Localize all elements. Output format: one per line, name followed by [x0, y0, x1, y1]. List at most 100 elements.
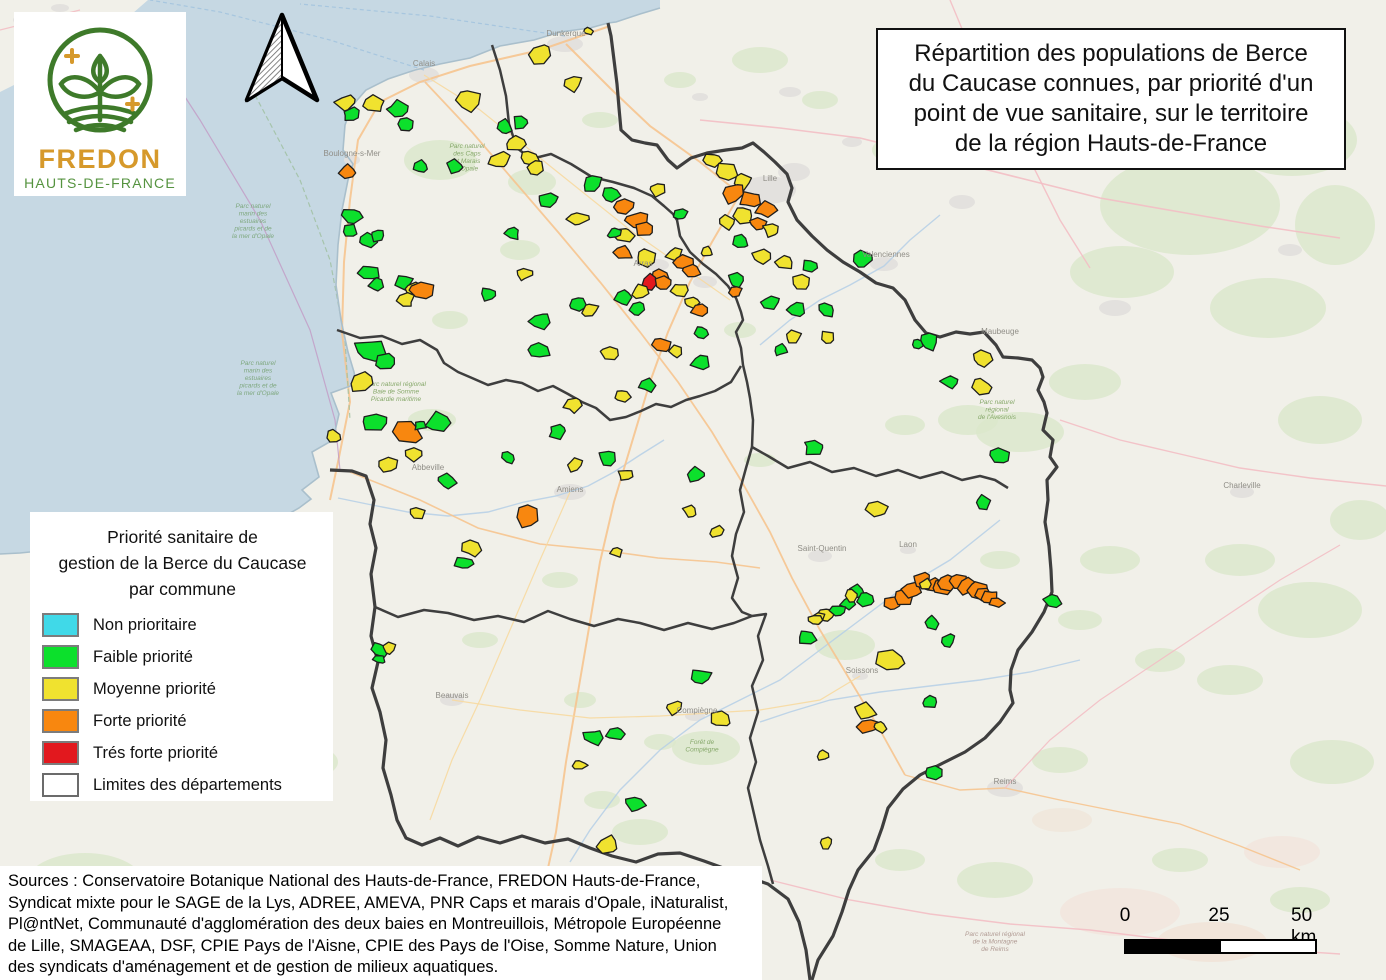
commune-polygon — [612, 244, 633, 259]
commune-polygon — [739, 191, 762, 208]
commune-polygon — [437, 472, 458, 490]
commune-polygon — [773, 254, 793, 270]
legend-title-line: Priorité sanitaire de — [107, 527, 258, 547]
commune-polygon — [785, 301, 806, 318]
commune-polygon — [785, 329, 803, 344]
commune-polygon — [394, 275, 414, 291]
communes-layer — [326, 26, 1063, 855]
logo-circle — [47, 27, 153, 133]
legend-title-line: gestion de la Berce du Caucase — [58, 553, 307, 573]
department-boundary — [751, 445, 1009, 490]
commune-polygon — [356, 265, 380, 280]
commune-polygon — [925, 765, 943, 781]
commune-polygon — [722, 184, 744, 205]
legend-swatch — [42, 613, 79, 637]
legend-label: Non prioritaire — [93, 615, 197, 634]
commune-polygon — [628, 301, 646, 316]
commune-polygon — [563, 75, 583, 94]
commune-polygon — [609, 546, 623, 558]
commune-polygon — [566, 457, 584, 473]
legend-title-line: par commune — [129, 579, 236, 599]
commune-polygon — [599, 346, 619, 361]
legend-swatch — [42, 645, 79, 669]
commune-polygon — [614, 390, 632, 403]
city-label: Boulogne-s-Mer — [324, 149, 381, 158]
scalebar-bar-fill — [1126, 941, 1221, 952]
commune-polygon — [709, 524, 725, 538]
city-label: Charleville — [1223, 481, 1261, 490]
commune-polygon — [404, 447, 423, 463]
legend-item: Moyenne priorité — [42, 673, 323, 705]
legend-label: Forte priorité — [93, 711, 187, 730]
commune-polygon — [397, 117, 414, 132]
commune-polygon — [911, 338, 924, 350]
commune-polygon — [595, 834, 618, 855]
commune-polygon — [326, 428, 342, 443]
city-labels-layer: Calais Dunkerque Lille Arras Amiens Saint-Que… — [324, 29, 1262, 786]
commune-polygon — [342, 223, 358, 237]
commune-polygon — [637, 248, 657, 268]
city-label: Amiens — [557, 485, 584, 494]
legend-title: Priorité sanitaire de gestion de la Berc… — [42, 524, 323, 602]
commune-polygon — [988, 597, 1007, 608]
commune-polygon — [727, 286, 743, 298]
commune-polygon — [527, 44, 552, 65]
commune-polygon — [689, 303, 709, 318]
commune-polygon — [919, 332, 938, 352]
department-boundary — [374, 605, 753, 632]
commune-polygon — [461, 539, 483, 558]
legend-label: Trés forte priorité — [93, 743, 219, 762]
commune-polygon — [938, 375, 959, 390]
commune-polygon — [975, 493, 992, 511]
commune-polygon — [598, 450, 616, 467]
commune-polygon — [343, 106, 360, 122]
commune-polygon — [754, 200, 779, 219]
commune-polygon — [516, 504, 539, 529]
commune-polygon — [409, 506, 426, 520]
commune-polygon — [669, 283, 689, 298]
city-label: Saint-Quentin — [798, 544, 847, 553]
commune-polygon — [821, 330, 835, 345]
city-label: Abbeville — [412, 463, 445, 472]
commune-polygon — [649, 183, 666, 198]
commune-polygon — [408, 281, 435, 300]
commune-polygon — [565, 212, 590, 226]
logo-subtitle: HAUTS-DE-FRANCE — [24, 175, 176, 191]
commune-polygon — [582, 730, 604, 747]
commune-polygon — [602, 187, 622, 203]
commune-polygon — [819, 836, 833, 850]
commune-polygon — [732, 207, 753, 225]
commune-polygon — [487, 150, 511, 168]
commune-polygon — [424, 410, 452, 432]
logo-name: FREDON — [39, 144, 162, 174]
commune-polygon — [971, 377, 993, 396]
commune-polygon — [702, 153, 723, 169]
commune-polygon — [385, 98, 409, 118]
legend-swatch — [42, 677, 79, 701]
city-label: Reims — [994, 777, 1017, 786]
commune-polygon — [774, 342, 789, 357]
commune-polygon — [875, 649, 906, 671]
commune-polygon — [807, 614, 824, 626]
commune-polygon — [581, 303, 600, 317]
commune-polygon — [516, 267, 534, 282]
department-boundary — [746, 612, 775, 885]
department-boundary — [606, 22, 1059, 980]
commune-polygon — [583, 26, 595, 36]
commune-polygon — [527, 313, 551, 331]
legend-item: Limites des départements — [42, 769, 323, 801]
title-line: du Caucase connues, par priorité d'un — [908, 70, 1314, 97]
commune-polygon — [799, 630, 818, 645]
legend-items: Non prioritaire Faible priorité Moyenne pr… — [42, 609, 323, 801]
commune-polygon — [727, 271, 744, 289]
commune-polygon — [569, 297, 588, 312]
scalebar-bar — [1124, 939, 1317, 954]
commune-polygon — [412, 159, 428, 173]
commune-polygon — [751, 248, 772, 265]
commune-polygon — [453, 556, 475, 569]
